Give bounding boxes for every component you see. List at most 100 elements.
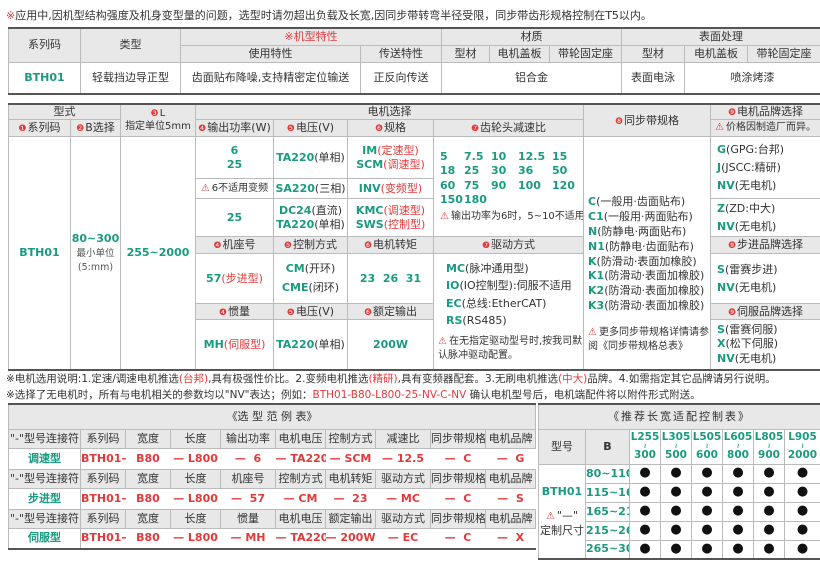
warning-icon: ⚠ <box>715 122 724 133</box>
ratio-value: 60 <box>440 178 456 192</box>
text: SCM <box>356 157 384 171</box>
example-header: 控制方式 <box>325 428 376 449</box>
availability-dot: ● <box>784 482 820 503</box>
ratio-value: 5 <box>440 149 448 163</box>
item-desc: (防滑动·表面加橡胶) <box>604 284 705 298</box>
availability-dot: ● <box>722 501 754 522</box>
item-desc: (无电机) <box>734 351 777 365</box>
text: 80~300 <box>71 232 120 246</box>
text: 指定单位5mm <box>125 120 191 132</box>
header-spec: ❻规格 <box>347 119 434 138</box>
example-header: 宽度 <box>125 468 171 489</box>
text: 机座号 <box>222 238 256 252</box>
header-profile: 型材 <box>441 44 490 63</box>
availability-dot: ● <box>753 463 785 484</box>
example-value: — TA220 <box>275 447 326 470</box>
ratio-value: 120 <box>552 178 575 192</box>
example-value: — X <box>485 527 536 550</box>
example-header: 机座号 <box>220 468 276 489</box>
text: (闭环) <box>308 280 340 294</box>
text: 25 <box>226 157 243 171</box>
voltage-3: DC24(直流) TA220(单相) <box>273 198 348 238</box>
availability-dot: ● <box>691 501 723 522</box>
text: IM <box>362 144 378 157</box>
belt-list: C(一般用·齿面贴布) C1(一般用·两面贴布) N(防静电·两面贴布) N1(防静电… <box>588 195 710 314</box>
text: 伺服品牌选择 <box>737 304 804 318</box>
text: ❾ <box>727 241 737 252</box>
ratio-cell: 5 7.5 10 12.5 15 18 25 30 36 50 60 75 90 100 120 150 180… <box>433 136 584 238</box>
brand-list-4: S(雷赛伺服) X(松下伺服) NV(无电机) <box>710 319 820 371</box>
series-value: BTH01 <box>8 136 71 371</box>
text: (单相) <box>314 337 345 351</box>
item-code: MC <box>446 262 466 276</box>
text: SWS <box>355 217 384 231</box>
header-voltage: ❺电压(V) <box>273 119 348 138</box>
example-value: B80 <box>125 447 171 470</box>
spec-3: KMC(调速型) SWS(控制型) <box>347 198 434 238</box>
ratio-value: 30 <box>491 164 507 178</box>
length-from: L255 <box>630 430 660 443</box>
text: 6 <box>230 144 239 157</box>
series-cell: BTH01 ⚠ "—" 定制尺寸 <box>538 463 586 560</box>
length-header: L505 ≀ 600 <box>691 428 723 465</box>
series-code: BTH01 <box>8 61 81 95</box>
example-type: 伺服型 <box>8 527 81 550</box>
text: (单相) <box>314 150 345 164</box>
text: (调速型) <box>383 204 426 217</box>
text: ❶ <box>18 124 27 135</box>
example-header: 同步带规格 <box>430 508 486 529</box>
header-drive: ❼驱动方式 <box>433 236 584 255</box>
item-desc: (防静电·齿面贴布) <box>604 239 694 253</box>
header-torque: ❻电机转矩 <box>347 236 434 255</box>
ratio-value: 18 <box>440 164 456 178</box>
ratio-value: 180 <box>464 192 487 206</box>
text: INV <box>358 181 381 195</box>
header-surface-cover: 电机盖板 <box>684 44 749 63</box>
item-desc: (总线:EtherCAT) <box>461 296 547 310</box>
range-symbol: ≀ <box>767 441 771 450</box>
availability-dot: ● <box>691 520 723 541</box>
length-to: 600 <box>696 449 718 462</box>
text: ❻ <box>374 124 384 135</box>
list-item: NV(无电机) <box>717 352 820 366</box>
example-header: "-"型号连接符 <box>8 468 81 489</box>
example-value: — C <box>430 447 486 470</box>
price-note: ⚠ 价格因制造厂而异。 <box>710 119 820 138</box>
text: ❾ <box>727 307 737 318</box>
text: KMC <box>355 204 384 217</box>
text: ,具有极强性价比。2.变频电机推选 <box>208 373 369 385</box>
example-header: 电机电压 <box>275 428 326 449</box>
recommend-title: 《推荐长宽适配控制表》 <box>538 403 820 430</box>
text: ❷ <box>76 124 85 135</box>
brand-list-1: G(GPG:台邦) J(JSCC:精研) NV(无电机) <box>710 136 820 200</box>
custom-mark-text: "—" <box>556 509 579 522</box>
ratio-value: 36 <box>518 164 534 178</box>
item-code: C1 <box>588 210 604 224</box>
nv-note: ※选择了无电机时，所有与电机相关的参数均以"NV"表达；例如：BTH01-B80… <box>6 387 701 402</box>
example-value: B80 <box>125 527 171 550</box>
header-control: ❺控制方式 <box>273 236 348 255</box>
example-title: 《选 型 范 例 表》 <box>7 403 537 430</box>
text: ❹ <box>218 307 228 318</box>
header-surface-profile: 型材 <box>621 44 686 63</box>
length-header: L255 ≀ 300 <box>629 428 661 465</box>
spec-1: IM(定速型) SCM(调速型) <box>347 136 434 180</box>
warning-icon: ⚠ <box>545 511 555 522</box>
range-symbol: ≀ <box>705 441 709 450</box>
text: 价格因制造厂而异。 <box>725 122 816 133</box>
ratio-list: 5 7.5 10 12.5 15 18 25 30 36 50 60 75 90 100 120 150 180 <box>440 150 583 207</box>
text: 确认电机型号后，电机端配件将以附件形式附送。 <box>466 389 701 401</box>
item-code: N1 <box>588 239 605 253</box>
list-item: K1(防滑动·表面加橡胶) <box>588 269 710 284</box>
length-from: L805 <box>754 430 784 443</box>
warning-icon: ⚠ <box>440 211 449 223</box>
width-value: 165~210 <box>585 501 630 522</box>
text: 规格 <box>384 121 407 135</box>
text: ❼ <box>470 124 480 135</box>
availability-dot: ● <box>753 539 785 560</box>
voltage-1: TA220(单相) <box>273 136 348 180</box>
list-item: X(松下伺服) <box>717 337 820 351</box>
text: ❺ <box>286 307 295 318</box>
item-code: N <box>588 224 598 238</box>
item-code: RS <box>446 313 463 327</box>
